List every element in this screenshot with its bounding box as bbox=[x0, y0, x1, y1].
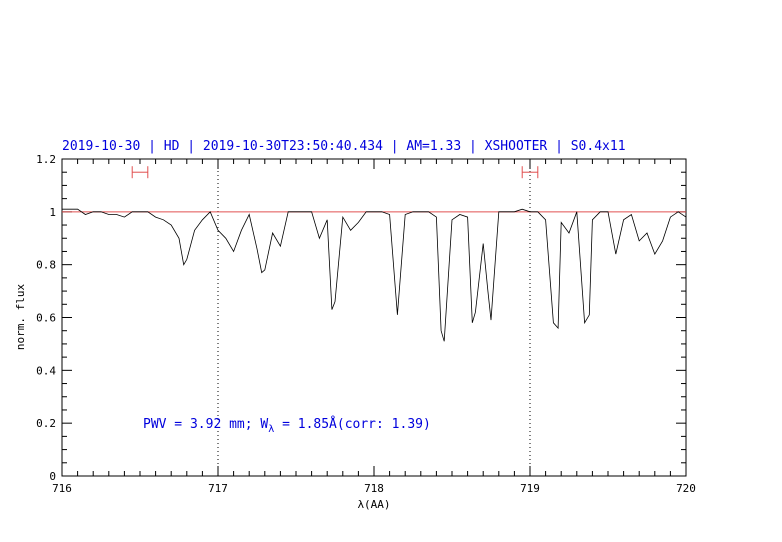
y-tick-label: 0.4 bbox=[36, 364, 56, 377]
x-tick-label: 718 bbox=[364, 482, 384, 495]
y-tick-label: 0.8 bbox=[36, 259, 56, 272]
y-tick-label: 0.2 bbox=[36, 417, 56, 430]
y-tick-label: 1 bbox=[49, 206, 56, 219]
annotation-suffix: = 1.85Å(corr: 1.39) bbox=[274, 416, 431, 432]
x-axis-label: λ(AA) bbox=[357, 498, 390, 511]
y-tick-label: 1.2 bbox=[36, 153, 56, 166]
spectrum-series-line bbox=[62, 208, 687, 342]
annotation-prefix: PWV = 3.92 mm; W bbox=[143, 417, 268, 432]
y-tick-label: 0 bbox=[49, 470, 56, 483]
x-tick-label: 720 bbox=[676, 482, 696, 495]
continuum-window-bar bbox=[521, 166, 539, 179]
axis-tick-labels: 716 717 718 719 720 0 0.2 0.4 0.6 0.8 1 1.2 bbox=[36, 153, 696, 495]
y-tick-label: 0.6 bbox=[36, 312, 56, 325]
continuum-window-bar bbox=[131, 166, 149, 179]
pwv-annotation: PWV = 3.92 mm; Wλ = 1.85Å(corr: 1.39) bbox=[143, 416, 431, 435]
y-axis-label: norm. flux bbox=[14, 284, 27, 351]
chart-title: 2019-10-30 | HD | 2019-10-30T23:50:40.43… bbox=[62, 139, 626, 154]
x-tick-label: 719 bbox=[520, 482, 540, 495]
continuum-windows bbox=[131, 166, 539, 179]
x-tick-label: 717 bbox=[208, 482, 228, 495]
x-tick-label: 716 bbox=[52, 482, 72, 495]
annotation-subscript: λ bbox=[268, 424, 274, 435]
